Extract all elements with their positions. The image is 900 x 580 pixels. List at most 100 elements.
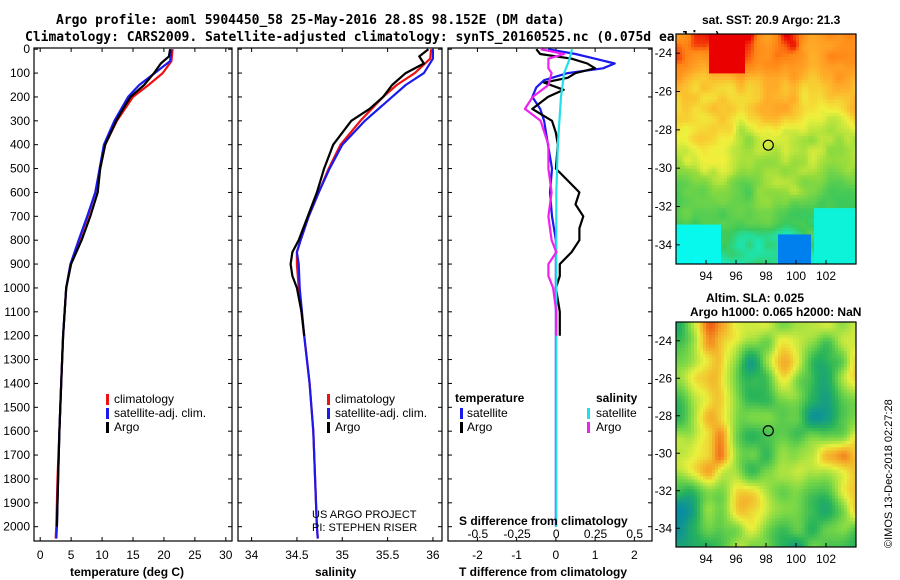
heatmap-cell bbox=[688, 116, 692, 120]
heatmap-cell bbox=[682, 86, 686, 91]
heatmap-cell bbox=[706, 43, 710, 48]
heatmap-cell bbox=[730, 63, 734, 68]
heatmap-cell bbox=[679, 152, 683, 157]
heatmap-cell bbox=[826, 191, 830, 196]
heatmap-cell bbox=[733, 191, 737, 196]
heatmap-cell bbox=[751, 76, 755, 81]
heatmap-cell bbox=[790, 260, 794, 265]
heatmap-cell bbox=[733, 208, 737, 212]
heatmap-cell bbox=[733, 40, 737, 45]
heatmap-cell bbox=[688, 99, 692, 104]
heatmap-cell bbox=[850, 172, 854, 176]
heatmap-cell bbox=[853, 73, 857, 78]
heatmap-cell bbox=[757, 181, 761, 186]
heatmap-cell bbox=[676, 260, 680, 265]
heatmap-cell bbox=[745, 250, 749, 255]
heatmap-cell bbox=[814, 50, 818, 55]
heatmap-cell bbox=[835, 103, 839, 107]
heatmap-cell bbox=[841, 139, 845, 143]
heatmap-cell bbox=[709, 260, 713, 265]
heatmap-cell bbox=[721, 155, 725, 160]
heatmap-cell bbox=[697, 93, 701, 97]
heatmap-cell bbox=[838, 338, 842, 342]
heatmap-cell bbox=[703, 96, 707, 101]
heatmap-cell bbox=[769, 76, 773, 81]
heatmap-cell bbox=[835, 47, 839, 51]
heatmap-cell bbox=[742, 73, 746, 78]
heatmap-cell bbox=[715, 185, 719, 189]
heatmap-cell bbox=[715, 237, 719, 242]
heatmap-cell bbox=[784, 188, 788, 193]
heatmap-cell bbox=[748, 347, 752, 352]
heatmap-cell bbox=[790, 106, 794, 111]
heatmap-cell bbox=[844, 178, 848, 183]
heatmap-cell bbox=[835, 112, 839, 117]
heatmap-cell bbox=[679, 175, 683, 180]
heatmap-cell bbox=[763, 328, 767, 333]
heatmap-cell bbox=[826, 218, 830, 222]
heatmap-cell bbox=[820, 214, 824, 219]
heatmap-cell bbox=[850, 237, 854, 242]
heatmap-cell bbox=[757, 47, 761, 51]
heatmap-cell bbox=[844, 168, 848, 173]
heatmap-cell bbox=[811, 218, 815, 222]
series-line-satellite-adj-clim- bbox=[295, 49, 434, 539]
heatmap-cell bbox=[742, 218, 746, 222]
heatmap-cell bbox=[766, 201, 770, 206]
heatmap-cell bbox=[823, 325, 827, 329]
heatmap-cell bbox=[691, 142, 695, 147]
heatmap-cell bbox=[814, 34, 818, 38]
heatmap-cell bbox=[784, 70, 788, 74]
heatmap-cell bbox=[793, 218, 797, 222]
heatmap-cell bbox=[817, 149, 821, 153]
heatmap-cell bbox=[718, 221, 722, 226]
heatmap-cell bbox=[751, 168, 755, 173]
heatmap-cell bbox=[829, 116, 833, 120]
heatmap-cell bbox=[829, 70, 833, 74]
heatmap-cell bbox=[727, 254, 731, 258]
heatmap-cell bbox=[811, 57, 815, 61]
heatmap-cell bbox=[832, 86, 836, 91]
heatmap-cell bbox=[685, 89, 689, 94]
heatmap-cell bbox=[775, 70, 779, 74]
heatmap-cell bbox=[760, 66, 764, 71]
heatmap-cell bbox=[700, 234, 704, 239]
heatmap-cell bbox=[679, 204, 683, 209]
heatmap-cell bbox=[829, 43, 833, 48]
heatmap-cell bbox=[706, 188, 710, 193]
heatmap-cell bbox=[736, 80, 740, 84]
heatmap-cell bbox=[697, 260, 701, 265]
heatmap-cell bbox=[727, 237, 731, 242]
heatmap-cell bbox=[817, 181, 821, 186]
heatmap-cell bbox=[838, 40, 842, 45]
heatmap-cell bbox=[763, 234, 767, 239]
heatmap-cell bbox=[748, 129, 752, 134]
heatmap-cell bbox=[769, 341, 773, 345]
heatmap-cell bbox=[850, 241, 854, 245]
heatmap-cell bbox=[682, 244, 686, 249]
heatmap-cell bbox=[817, 234, 821, 239]
heatmap-cell bbox=[742, 328, 746, 333]
heatmap-cell bbox=[718, 338, 722, 342]
heatmap-cell bbox=[754, 231, 758, 235]
heatmap-cell bbox=[775, 47, 779, 51]
heatmap-cell bbox=[748, 257, 752, 262]
heatmap-cell bbox=[739, 99, 743, 104]
heatmap-cell bbox=[754, 211, 758, 216]
heatmap-cell bbox=[778, 328, 782, 333]
heatmap-cell bbox=[685, 331, 689, 336]
heatmap-cell bbox=[736, 103, 740, 107]
heatmap-cell bbox=[769, 135, 773, 140]
heatmap-cell bbox=[799, 247, 803, 252]
heatmap-cell bbox=[835, 83, 839, 88]
heatmap-cell bbox=[709, 328, 713, 333]
heatmap-cell bbox=[766, 254, 770, 258]
heatmap-cell bbox=[709, 227, 713, 232]
heatmap-cell bbox=[727, 165, 731, 170]
heatmap-cell bbox=[766, 112, 770, 117]
heatmap-cell bbox=[817, 145, 821, 150]
heatmap-cell bbox=[688, 106, 692, 111]
heatmap-cell bbox=[691, 135, 695, 140]
heatmap-cell bbox=[724, 96, 728, 101]
heatmap-cell bbox=[796, 126, 800, 130]
